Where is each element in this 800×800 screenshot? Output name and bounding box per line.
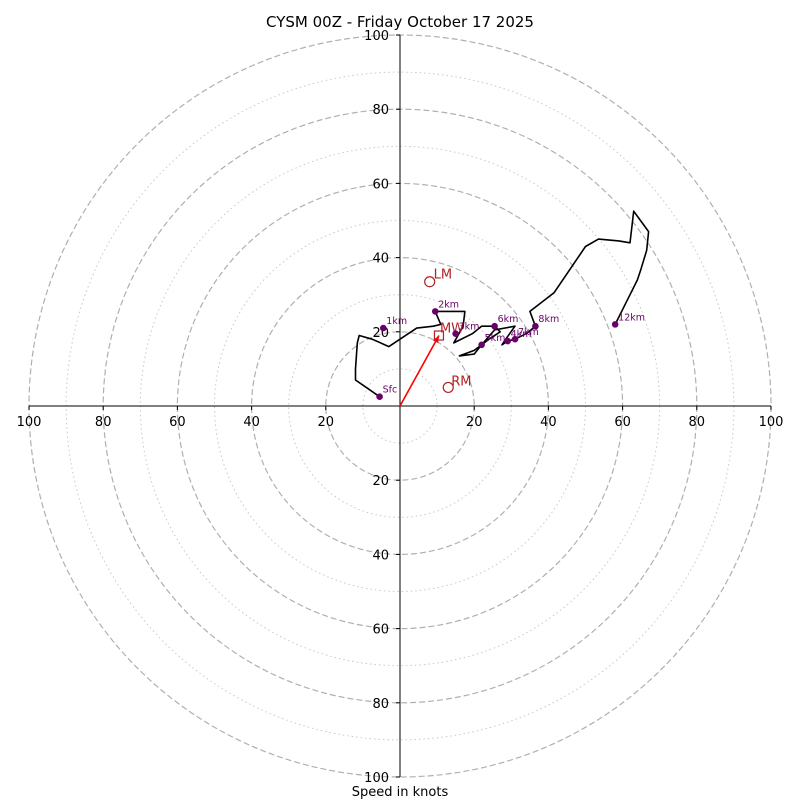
height-point-label: 12km: [618, 312, 645, 323]
storm-motion-arrow: [399, 335, 440, 407]
height-point-label: 7km: [518, 327, 539, 338]
y-tick-label: 100: [364, 771, 389, 786]
chart-title: CYSM 00Z - Friday October 17 2025: [266, 13, 534, 31]
height-point-marker: [431, 308, 439, 315]
mean-wind-marker: [433, 330, 445, 341]
height-point-marker: [376, 393, 383, 401]
y-tick-label: 40: [372, 252, 389, 267]
x-tick-label: 40: [243, 415, 260, 430]
x-tick-label: 100: [17, 415, 42, 430]
hodograph-trace-line: [354, 210, 650, 398]
y-tick-label: 40: [372, 548, 389, 563]
height-point-label: 5km: [485, 333, 506, 344]
y-tick-label: 80: [372, 103, 389, 118]
height-point-marker: [452, 330, 459, 337]
hodograph-trace-group: [354, 210, 650, 398]
height-point-marker: [491, 322, 498, 330]
left-mover-marker: [424, 276, 436, 288]
height-point-label: Sfc: [383, 385, 398, 396]
y-tick-label: 20: [372, 474, 389, 489]
height-point-marker: [478, 341, 485, 349]
height-point-label: 6km: [498, 314, 519, 325]
height-point-label: 2km: [438, 299, 459, 310]
right-mover-marker: [442, 381, 454, 394]
x-tick-label: 100: [759, 415, 784, 430]
height-point-marker: [611, 321, 619, 328]
x-tick-label: 20: [466, 415, 483, 430]
height-point-marker: [504, 337, 511, 345]
height-point-marker: [532, 322, 539, 330]
x-tick-label: 40: [540, 415, 557, 430]
x-tick-label: 60: [169, 415, 186, 430]
x-tick-label: 20: [318, 415, 335, 430]
height-point-label: 3km: [459, 322, 480, 333]
y-tick-label: 60: [372, 177, 389, 192]
x-tick-label: 80: [689, 415, 706, 430]
height-point-label: 4km: [511, 329, 532, 340]
x-tick-label: 80: [95, 415, 112, 430]
y-tick-label: 100: [364, 29, 389, 44]
storm-motion-arrowhead: [432, 335, 439, 344]
y-tick-label: 60: [372, 623, 389, 638]
height-point-marker: [511, 335, 519, 343]
x-tick-label: 60: [614, 415, 631, 430]
height-point-marker: [380, 324, 387, 332]
right-mover-label: RM: [451, 374, 471, 389]
y-tick-label: 80: [372, 697, 389, 712]
left-mover-label: LM: [434, 268, 452, 283]
height-point-label: 8km: [538, 314, 559, 325]
height-point-label: 1km: [386, 316, 407, 327]
x-axis-label: Speed in knots: [352, 785, 449, 800]
